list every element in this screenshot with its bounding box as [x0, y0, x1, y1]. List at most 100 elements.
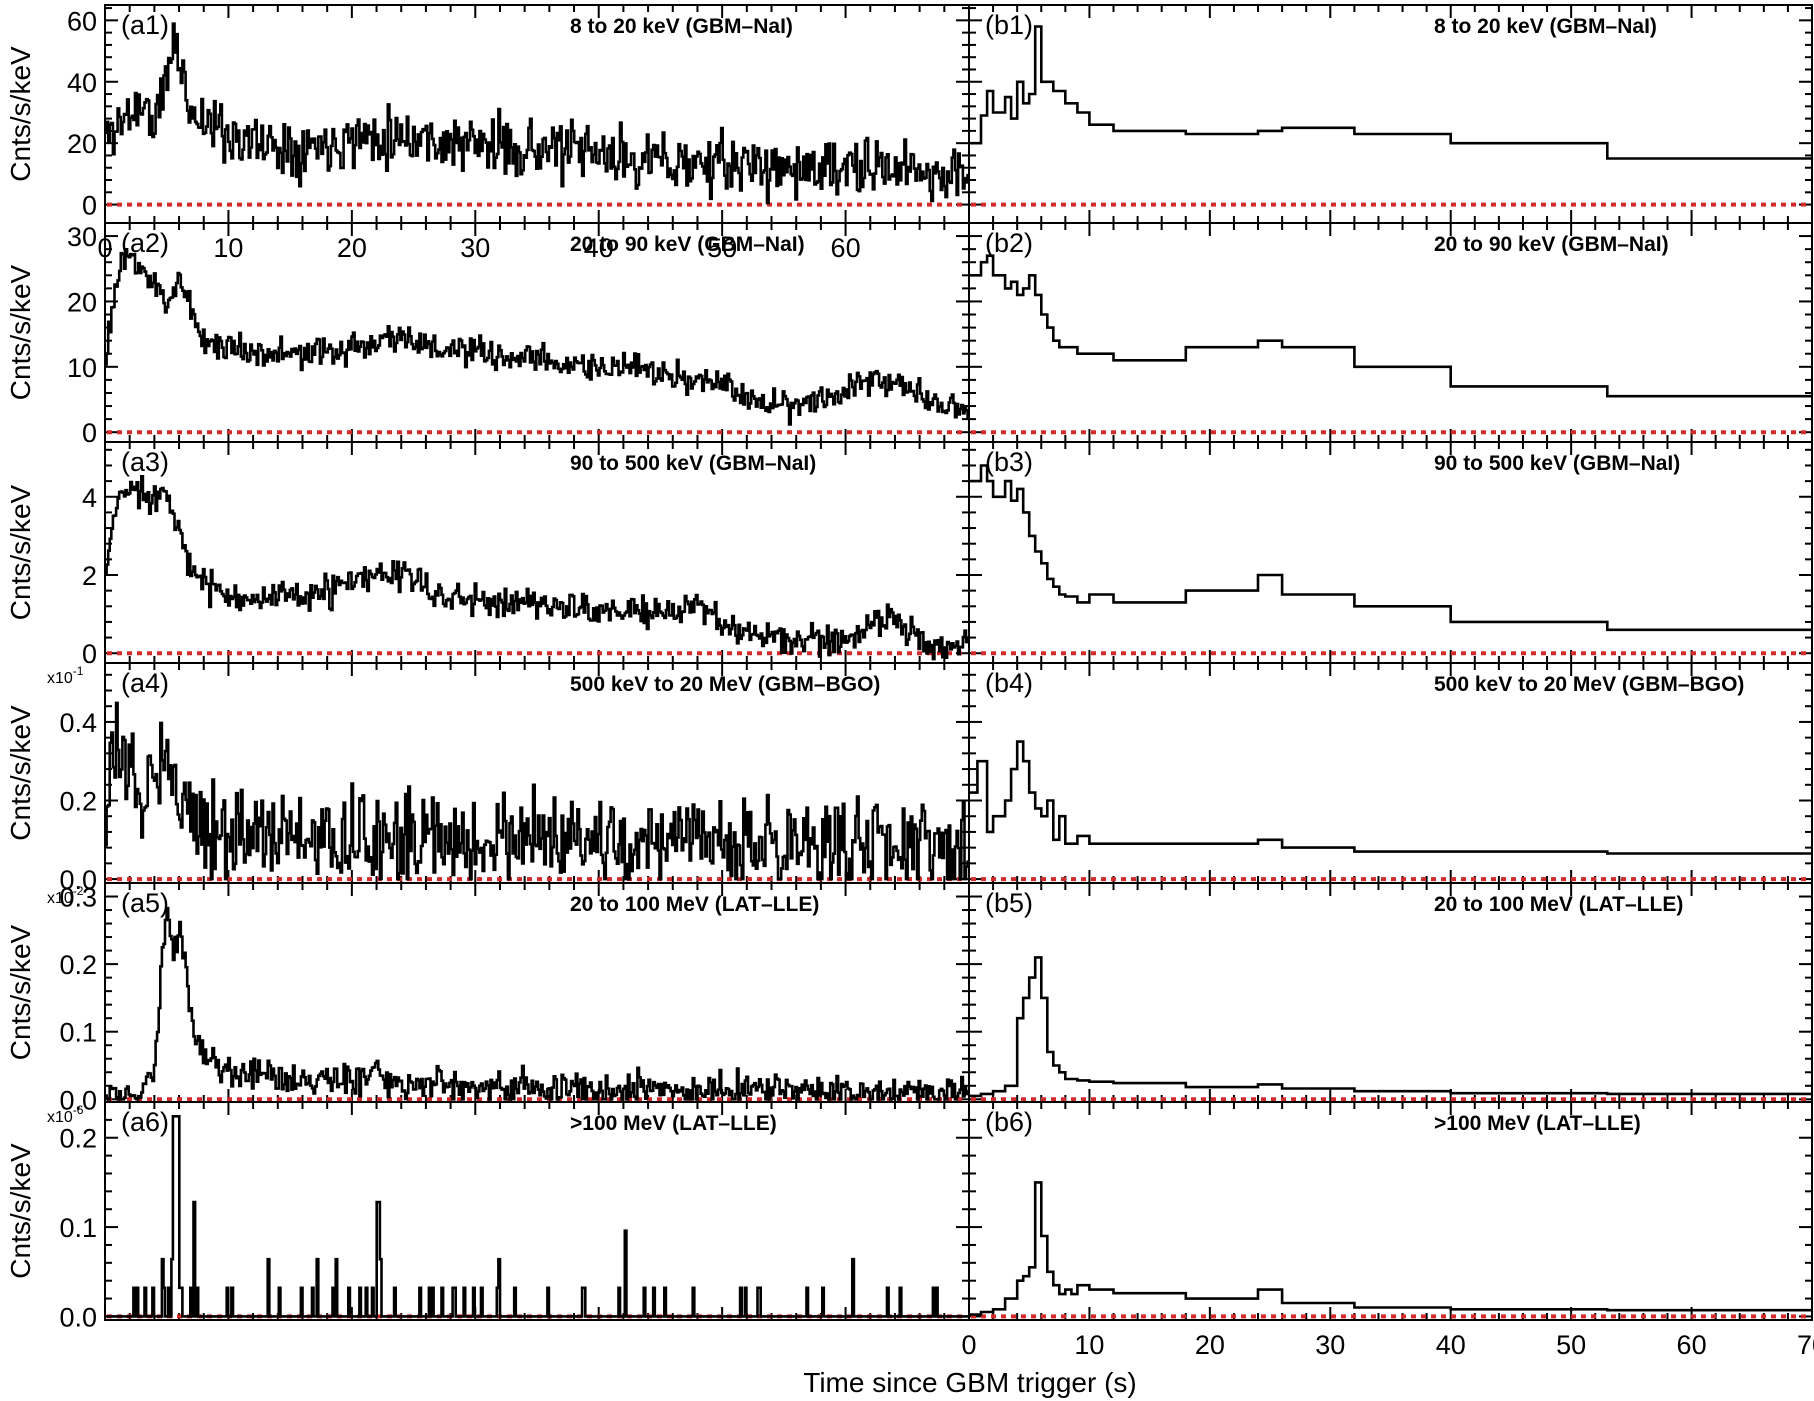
panel-tag: (b2): [985, 228, 1033, 258]
light-curve-series: [969, 740, 1812, 855]
x-tick-label: 60: [1677, 1330, 1707, 1360]
panel-frame: [968, 1101, 1813, 1321]
panel-tag: (b4): [985, 668, 1033, 698]
panel-frame: [104, 441, 970, 664]
light-curve-series: [969, 956, 1812, 1098]
y-axis-title: Cnts/s/keV: [5, 484, 36, 620]
y-tick-label: 0.1: [59, 1018, 97, 1048]
panel-frame: [968, 882, 1813, 1103]
x-tick-label: 40: [1436, 1330, 1466, 1360]
energy-band-label: 90 to 500 keV (GBM–NaI): [1434, 452, 1680, 475]
y-exponent-label: x10-1: [47, 664, 84, 687]
y-tick-label: 20: [67, 287, 97, 317]
light-curve-series: [969, 1181, 1812, 1316]
energy-band-label: 20 to 90 keV (GBM–NaI): [1434, 233, 1669, 256]
light-curve-series: [969, 464, 1812, 632]
y-tick-label: 0: [82, 191, 97, 221]
panel-frame: [104, 4, 970, 224]
light-curve-series: [969, 25, 1812, 160]
y-tick-label: 0: [82, 418, 97, 448]
energy-band-label: 90 to 500 keV (GBM–NaI): [570, 452, 816, 475]
panel-frame: [104, 1101, 970, 1321]
y-tick-label: 0.3: [59, 883, 97, 913]
panel-frame: [968, 222, 1813, 443]
x-tick-label: 10: [213, 233, 243, 263]
y-axis-title: Cnts/s/keV: [5, 46, 36, 182]
x-tick-label: 20: [337, 233, 367, 263]
energy-band-label: 500 keV to 20 MeV (GBM–BGO): [570, 673, 880, 696]
energy-band-label: 500 keV to 20 MeV (GBM–BGO): [1434, 673, 1744, 696]
y-tick-label: 10: [67, 353, 97, 383]
y-axis-title: Cnts/s/keV: [5, 705, 36, 841]
y-tick-label: 0.1: [59, 1213, 97, 1243]
x-tick-label: 70: [1797, 1330, 1814, 1360]
panel-tag: (b1): [985, 10, 1033, 40]
panel-b2: (b2) 20 to 90 keV (GBM–NaI): [968, 222, 1813, 443]
panel-a3: 0 2 4 (a3) 90 to 500 keV (GBM–NaI): [82, 441, 970, 669]
y-axis-title: Cnts/s/keV: [5, 924, 36, 1060]
y-tick-label: 0.0: [59, 1085, 97, 1115]
energy-band-label: 8 to 20 keV (GBM–NaI): [1434, 15, 1657, 38]
panel-frame: [968, 662, 1813, 884]
panel-a2: 0 10 20 30 (a2) 20 to 90 keV (GBM–NaI): [67, 222, 970, 448]
x-tick-label: 30: [1315, 1330, 1345, 1360]
energy-band-label: >100 MeV (LAT–LLE): [1434, 1112, 1641, 1135]
x-tick-label: 40: [584, 233, 614, 263]
x-tick-label: 60: [831, 233, 861, 263]
y-exponent-label: x10-6: [47, 1103, 84, 1126]
light-curve-series: [105, 475, 969, 661]
panel-b3: (b3) 90 to 500 keV (GBM–NaI): [968, 441, 1813, 664]
panel-tag: (b6): [985, 1107, 1033, 1137]
y-tick-label: 0.2: [59, 950, 97, 980]
y-axis-title: Cnts/s/keV: [5, 1143, 36, 1279]
light-curve-series: [105, 1115, 969, 1318]
panel-tag: (a5): [121, 888, 169, 918]
energy-band-label: 20 to 100 MeV (LAT–LLE): [570, 893, 819, 916]
y-tick-label: 0.2: [59, 787, 97, 817]
x-tick-label: 10: [1074, 1330, 1104, 1360]
y-tick-label: 2: [82, 561, 97, 591]
x-tick-label: 50: [707, 233, 737, 263]
light-curve-series: [105, 701, 969, 881]
x-tick-label: 0: [961, 1330, 976, 1360]
y-axis-title: Cnts/s/keV: [5, 264, 36, 400]
y-tick-label: 20: [67, 129, 97, 159]
y-tick-label: 60: [67, 6, 97, 36]
x-tick-label: 20: [1195, 1330, 1225, 1360]
y-tick-label: 0.0: [59, 1302, 97, 1332]
y-tick-label: 0.4: [59, 708, 97, 738]
y-tick-label: 4: [82, 483, 97, 513]
panel-tag: (a2): [121, 228, 169, 258]
panel-tag: (a4): [121, 668, 169, 698]
light-curve-series: [105, 248, 969, 426]
energy-band-label: >100 MeV (LAT–LLE): [570, 1112, 777, 1135]
panel-tag: (a1): [121, 10, 169, 40]
x-axis-title: Time since GBM trigger (s): [803, 1367, 1136, 1398]
energy-band-label: 20 to 90 keV (GBM–NaI): [570, 233, 805, 256]
y-exponent-label: x10-2: [47, 884, 84, 907]
panel-tag: (b5): [985, 888, 1033, 918]
y-tick-label: 0.2: [59, 1124, 97, 1154]
panel-tag: (b3): [985, 447, 1033, 477]
y-tick-label: 30: [67, 222, 97, 252]
y-tick-label: 0.0: [59, 865, 97, 895]
panel-b5: (b5) 20 to 100 MeV (LAT–LLE): [968, 882, 1813, 1103]
x-tick-label: 30: [460, 233, 490, 263]
light-curve-series: [105, 906, 969, 1101]
panel-tag: (a6): [121, 1107, 169, 1137]
energy-band-label: 8 to 20 keV (GBM–NaI): [570, 15, 793, 38]
x-tick-label: 50: [1556, 1330, 1586, 1360]
panel-a4: 0.0 0.2 0.4 x10-1 (a4) 500 keV to 20 MeV (GBM…: [47, 662, 970, 895]
energy-band-label: 20 to 100 MeV (LAT–LLE): [1434, 893, 1683, 916]
panel-tag: (a3): [121, 447, 169, 477]
y-tick-label: 40: [67, 68, 97, 98]
y-tick-label: 0: [82, 639, 97, 669]
panel-frame: [968, 4, 1813, 224]
light-curve-series: [105, 22, 969, 205]
panel-b6: 0 10 20 30 40 50 60 70 (b6) >100 MeV (LAT–LLE): [961, 1101, 1814, 1360]
